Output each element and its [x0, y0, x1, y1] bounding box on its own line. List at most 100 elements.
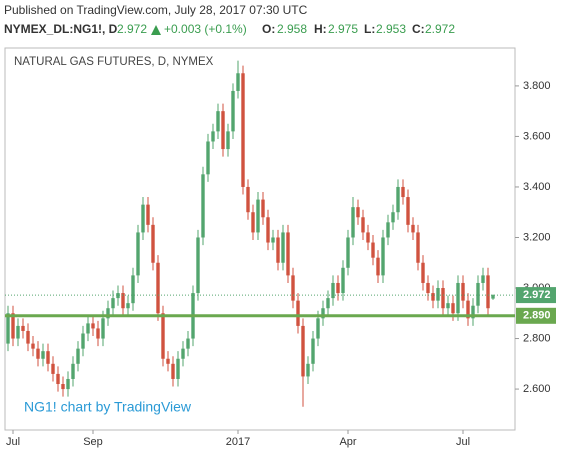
candle-body: [286, 232, 290, 276]
support-label-box: [516, 307, 556, 324]
low: 2.953: [376, 22, 406, 36]
candle-body: [101, 318, 105, 339]
open-label: O:: [262, 22, 275, 36]
candle-body: [76, 348, 80, 364]
support-label: 2.890: [523, 310, 551, 322]
candle-body: [371, 242, 375, 258]
y-tick-label: 3.400: [523, 181, 551, 193]
candle-body: [421, 262, 425, 283]
candle-body: [31, 343, 35, 349]
change: +0.003 (+0.1%): [164, 22, 247, 36]
candle-body: [41, 351, 45, 359]
candle-body: [291, 275, 295, 301]
symbol: NYMEX_DL:NG1!, D: [4, 22, 118, 36]
candle-body: [56, 373, 60, 385]
candle-body: [116, 293, 120, 299]
candle-body: [406, 197, 410, 225]
x-tick-label: Jul: [456, 436, 470, 448]
candle-body: [176, 358, 180, 379]
watermark: NG1! chart by TradingView: [24, 399, 192, 415]
high: 2.975: [328, 22, 358, 36]
candle-body: [311, 338, 315, 364]
candle-body: [86, 323, 90, 334]
candle-body: [431, 293, 435, 301]
candle-body: [216, 111, 220, 132]
candle-body: [81, 333, 85, 349]
candle-body: [206, 141, 210, 175]
candle-body: [231, 90, 235, 132]
candle-body: [361, 217, 365, 233]
candle-body: [346, 237, 350, 268]
candle-body: [326, 298, 330, 309]
candle-body: [166, 358, 170, 364]
chart-title: NATURAL GAS FUTURES, D, NYMEX: [14, 56, 214, 68]
candle-body: [96, 328, 100, 339]
candle-body: [26, 330, 30, 344]
up-arrow: [151, 25, 161, 35]
candle-body: [151, 224, 155, 263]
last: 2.972: [117, 22, 147, 36]
candle-body: [196, 237, 200, 294]
candle-body: [236, 73, 240, 91]
y-tick-label: 3.800: [523, 80, 551, 92]
candle-body: [111, 298, 115, 309]
last-price-label: 2.972: [523, 289, 551, 301]
candle-body: [351, 207, 355, 238]
candle-body: [161, 313, 165, 359]
published: Published on TradingView.com, July 28, 2…: [4, 3, 308, 17]
candle-body: [466, 300, 470, 319]
candle-body: [476, 282, 480, 306]
candle-body: [426, 282, 430, 294]
candle-body: [396, 186, 400, 213]
candle-body: [336, 282, 340, 294]
candle-body: [386, 222, 390, 238]
candle-body: [331, 282, 335, 299]
candle-body: [121, 293, 125, 309]
candle-body: [61, 384, 65, 390]
high-label: H:: [314, 22, 327, 36]
candle-body: [21, 325, 25, 331]
candle-body: [281, 232, 285, 263]
candle-body: [246, 186, 250, 213]
candle-body: [266, 217, 270, 243]
candle-body: [401, 186, 405, 198]
candle-body: [136, 232, 140, 276]
candle-body: [366, 232, 370, 243]
low-label: L:: [364, 22, 375, 36]
y-tick-label: 2.800: [523, 332, 551, 344]
candle-body: [226, 131, 230, 150]
candle-body: [261, 199, 265, 218]
x-tick-label: 2017: [226, 436, 250, 448]
plot-frame: [4, 47, 516, 431]
candle-body: [131, 275, 135, 304]
x-tick-label: Sep: [83, 436, 103, 448]
candle-body: [71, 363, 75, 379]
candle-body: [296, 300, 300, 326]
y-tick-label: 3.200: [523, 231, 551, 243]
candle-body: [446, 303, 450, 309]
candle-body: [36, 348, 40, 359]
candle-body: [341, 267, 345, 294]
candle-body: [251, 212, 255, 233]
close-label: C:: [412, 22, 425, 36]
candle-body: [271, 237, 275, 243]
candle-body: [66, 378, 70, 390]
candle-body: [391, 212, 395, 223]
candle-body: [186, 338, 190, 349]
candle-body: [436, 288, 440, 301]
candle-body: [276, 237, 280, 263]
candle-body: [301, 325, 305, 377]
candle-body: [156, 262, 160, 314]
candle-body: [481, 275, 485, 283]
candle-body: [201, 174, 205, 238]
candle-body: [211, 131, 215, 142]
candle-body: [46, 351, 50, 364]
y-tick-label: 3.600: [523, 130, 551, 142]
candle-body: [411, 224, 415, 233]
candle-body: [456, 282, 460, 314]
candle-body: [171, 363, 175, 379]
candle-body: [306, 363, 310, 377]
